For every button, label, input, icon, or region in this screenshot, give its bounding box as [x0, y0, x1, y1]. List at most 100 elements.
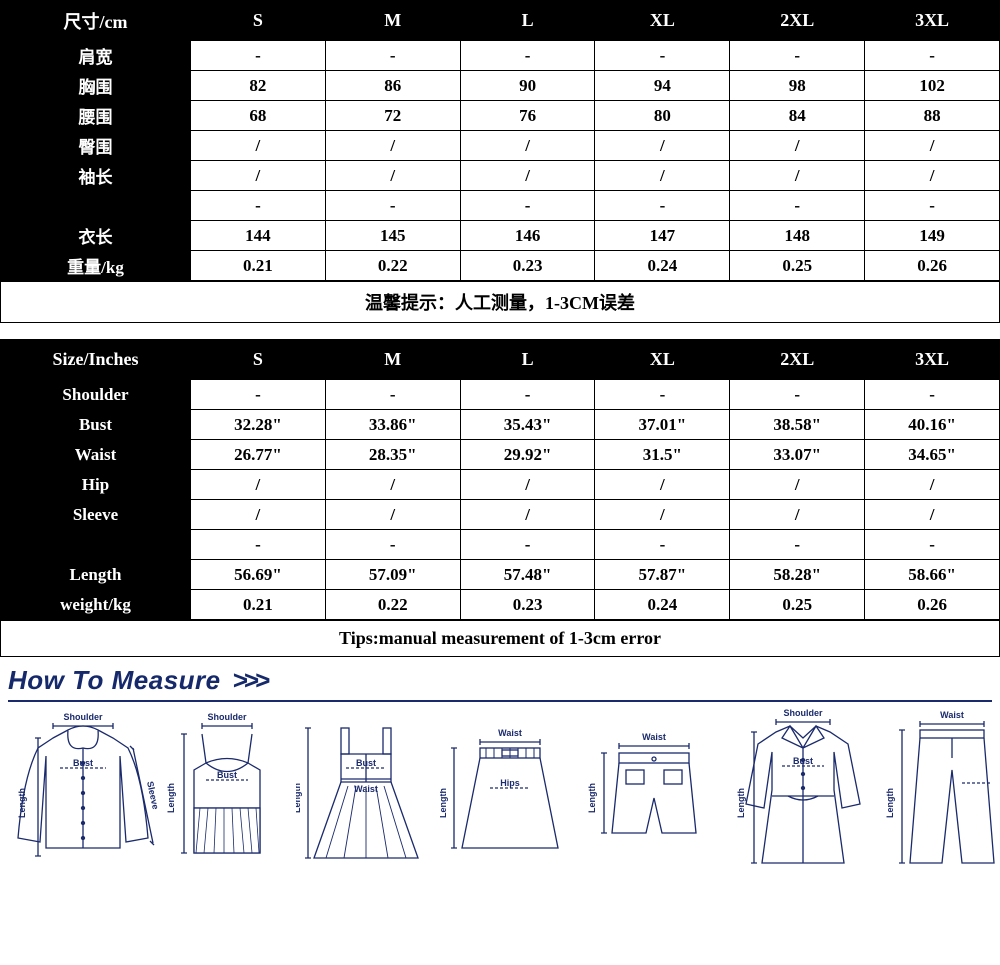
data-cell: -: [460, 530, 595, 560]
data-cell: /: [191, 500, 326, 530]
data-cell: /: [460, 470, 595, 500]
label-bust: Bust: [217, 770, 237, 780]
row-label: 臀围: [1, 131, 191, 161]
table-row: 臀围//////: [1, 131, 1000, 161]
data-cell: 0.26: [865, 590, 1000, 620]
data-cell: 148: [730, 221, 865, 251]
data-cell: 34.65": [865, 440, 1000, 470]
data-cell: -: [325, 530, 460, 560]
table-row: Shoulder------: [1, 380, 1000, 410]
data-cell: 57.87": [595, 560, 730, 590]
data-cell: /: [865, 500, 1000, 530]
data-cell: -: [730, 41, 865, 71]
size-col: XL: [595, 1, 730, 41]
label-bust: Bust: [793, 756, 813, 766]
size-table-inches: Size/Inches S M L XL 2XL 3XL Shoulder---…: [0, 339, 1000, 620]
row-label: 胸围: [1, 71, 191, 101]
data-cell: /: [730, 470, 865, 500]
data-cell: /: [325, 161, 460, 191]
label-length: Length: [736, 788, 746, 818]
table-in-corner: Size/Inches: [1, 340, 191, 380]
data-cell: 31.5": [595, 440, 730, 470]
data-cell: 94: [595, 71, 730, 101]
tips-in: Tips:manual measurement of 1-3cm error: [0, 620, 1000, 657]
label-sleeve: Sleeve: [145, 780, 158, 810]
data-cell: /: [595, 161, 730, 191]
chevron-right-icon: >>>: [232, 665, 266, 695]
size-table-cm: 尺寸/cm S M L XL 2XL 3XL 肩宽------胸围8286909…: [0, 0, 1000, 281]
data-cell: 35.43": [460, 410, 595, 440]
label-length: Length: [296, 783, 302, 813]
size-col: 2XL: [730, 340, 865, 380]
data-cell: 80: [595, 101, 730, 131]
row-label: Length: [1, 560, 191, 590]
how-to-measure-section: How To Measure >>> Sho: [0, 663, 1000, 886]
data-cell: 57.48": [460, 560, 595, 590]
row-label: Shoulder: [1, 380, 191, 410]
label-length: Length: [440, 788, 448, 818]
row-label: 袖长: [1, 161, 191, 191]
row-label: 腰围: [1, 101, 191, 131]
data-cell: 28.35": [325, 440, 460, 470]
table-row: 衣长144145146147148149: [1, 221, 1000, 251]
data-cell: /: [460, 500, 595, 530]
data-cell: 0.25: [730, 590, 865, 620]
data-cell: -: [865, 191, 1000, 221]
label-length: Length: [587, 783, 597, 813]
data-cell: 145: [325, 221, 460, 251]
data-cell: 149: [865, 221, 1000, 251]
data-cell: /: [865, 161, 1000, 191]
size-col: M: [325, 1, 460, 41]
data-cell: 29.92": [460, 440, 595, 470]
data-cell: -: [191, 380, 326, 410]
data-cell: 68: [191, 101, 326, 131]
table-in-header-row: Size/Inches S M L XL 2XL 3XL: [1, 340, 1000, 380]
data-cell: 0.22: [325, 251, 460, 281]
row-label: Sleeve: [1, 500, 191, 530]
data-cell: /: [191, 131, 326, 161]
data-cell: 57.09": [325, 560, 460, 590]
size-col: 2XL: [730, 1, 865, 41]
data-cell: /: [595, 470, 730, 500]
data-cell: /: [325, 470, 460, 500]
data-cell: /: [325, 500, 460, 530]
data-cell: 0.22: [325, 590, 460, 620]
data-cell: 0.25: [730, 251, 865, 281]
garment-shorts: Waist Length: [584, 708, 724, 878]
data-cell: 0.23: [460, 251, 595, 281]
data-cell: -: [730, 380, 865, 410]
data-cell: -: [730, 530, 865, 560]
table-row: ------: [1, 191, 1000, 221]
data-cell: 0.21: [191, 590, 326, 620]
data-cell: -: [595, 380, 730, 410]
data-cell: 33.07": [730, 440, 865, 470]
data-cell: /: [595, 131, 730, 161]
data-cell: 98: [730, 71, 865, 101]
data-cell: 33.86": [325, 410, 460, 440]
data-cell: 58.66": [865, 560, 1000, 590]
label-bust: Bust: [73, 758, 93, 768]
table-row: Bust32.28"33.86"35.43"37.01"38.58"40.16": [1, 410, 1000, 440]
size-col: S: [191, 340, 326, 380]
tips-cm: 温馨提示：人工测量，1-3CM误差: [0, 281, 1000, 323]
table-row: Sleeve//////: [1, 500, 1000, 530]
data-cell: 90: [460, 71, 595, 101]
data-cell: 84: [730, 101, 865, 131]
data-cell: -: [595, 191, 730, 221]
size-col: XL: [595, 340, 730, 380]
data-cell: -: [325, 380, 460, 410]
data-cell: 144: [191, 221, 326, 251]
how-to-measure-title: How To Measure >>>: [8, 665, 992, 696]
label-length: Length: [885, 788, 895, 818]
data-cell: -: [730, 191, 865, 221]
data-cell: 0.23: [460, 590, 595, 620]
label-waist: Waist: [940, 710, 964, 720]
data-cell: -: [865, 380, 1000, 410]
label-waist: Waist: [642, 732, 666, 742]
data-cell: 56.69": [191, 560, 326, 590]
data-cell: -: [460, 191, 595, 221]
garment-camisole: Shoulder Bust Length: [162, 708, 292, 878]
data-cell: 0.24: [595, 590, 730, 620]
label-waist: Waist: [354, 784, 378, 794]
data-cell: -: [191, 530, 326, 560]
